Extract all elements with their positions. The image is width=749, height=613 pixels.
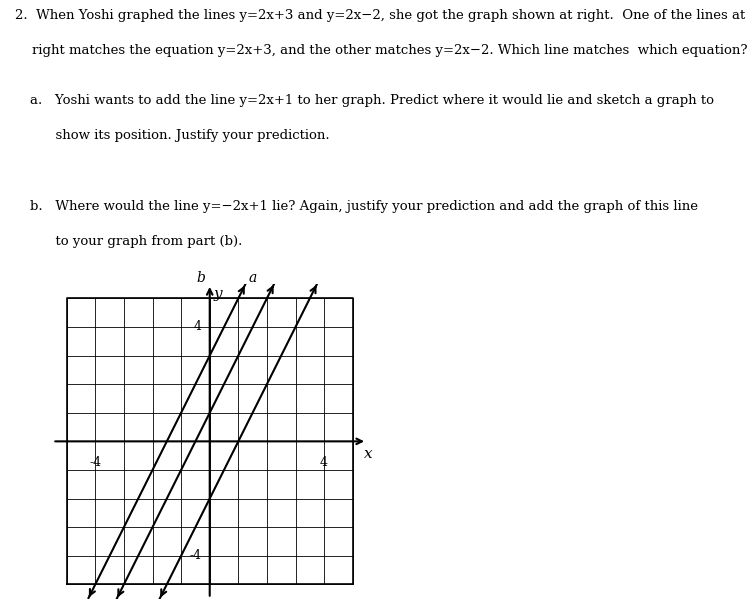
Text: -4: -4 — [89, 455, 101, 469]
Text: to your graph from part (b).: to your graph from part (b). — [30, 235, 243, 248]
Text: b.   Where would the line y=−2x+1 lie? Again, justify your prediction and add th: b. Where would the line y=−2x+1 lie? Aga… — [30, 200, 698, 213]
Text: 4: 4 — [193, 321, 201, 333]
Text: 4: 4 — [320, 455, 328, 469]
Text: b: b — [197, 272, 205, 286]
Text: y: y — [214, 287, 222, 301]
Text: -4: -4 — [189, 549, 201, 562]
Text: right matches the equation y=2x+3, and the other matches y=2x−2. Which line matc: right matches the equation y=2x+3, and t… — [15, 44, 748, 57]
Text: a.   Yoshi wants to add the line y=2x+1 to her graph. Predict where it would lie: a. Yoshi wants to add the line y=2x+1 to… — [30, 94, 714, 107]
Text: show its position. Justify your prediction.: show its position. Justify your predicti… — [30, 129, 330, 142]
Text: x: x — [364, 447, 373, 461]
Text: 2.  When Yoshi graphed the lines y=2x+3 and y=2x−2, she got the graph shown at r: 2. When Yoshi graphed the lines y=2x+3 a… — [15, 9, 745, 22]
Text: a: a — [249, 272, 257, 286]
